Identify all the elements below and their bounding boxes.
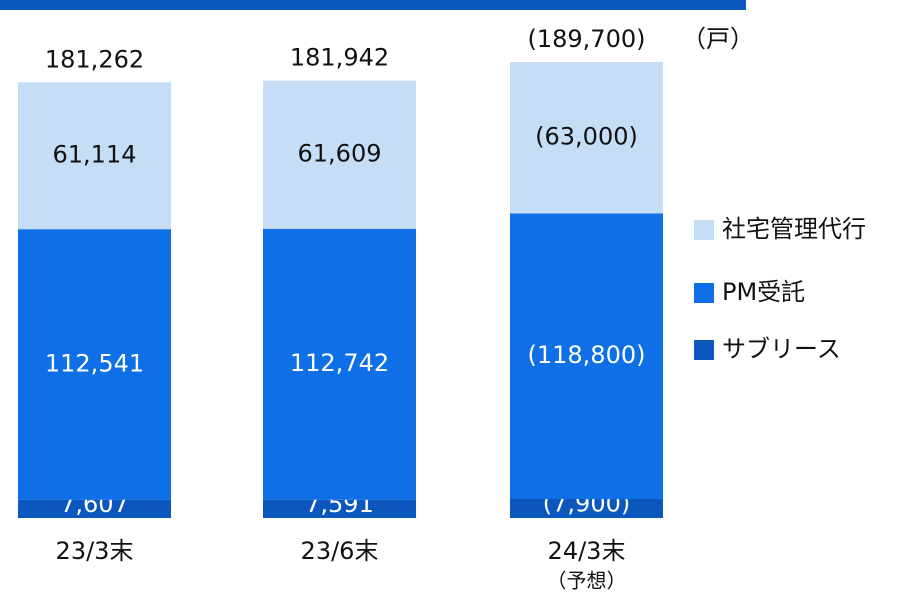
legend-swatch [694,283,714,303]
bar-segment [263,228,416,500]
x-tick-note: （予想） [547,569,627,593]
value-label: 112,541 [45,349,144,377]
legend-swatch [694,220,714,240]
header-band [0,0,746,10]
bar-segment [510,62,663,214]
value-label: 61,114 [53,141,137,169]
x-tick-label: 24/3末 [548,537,626,565]
total-label: (189,700) [528,25,646,53]
legend-label: 社宅管理代行 [722,215,866,243]
value-label: (118,800) [528,341,646,369]
unit-label: （戸） [682,25,754,53]
value-label: 112,742 [290,349,389,377]
value-label: 61,609 [298,140,382,168]
bar-segment [18,82,171,230]
bar-segment [263,80,416,229]
bar-segment [510,213,663,500]
bar-segment [18,499,171,518]
bar-segment [18,229,171,500]
bar-segment [263,499,416,518]
x-tick-label: 23/6末 [301,537,379,565]
value-label: (63,000) [535,123,638,151]
legend-label: PM受託 [722,278,805,306]
legend-swatch [694,340,714,360]
legend-label: サブリース [722,335,841,363]
total-label: 181,942 [290,44,389,72]
x-tick-label: 23/3末 [56,537,134,565]
total-label: 181,262 [45,45,144,73]
bar-segment [510,499,663,518]
